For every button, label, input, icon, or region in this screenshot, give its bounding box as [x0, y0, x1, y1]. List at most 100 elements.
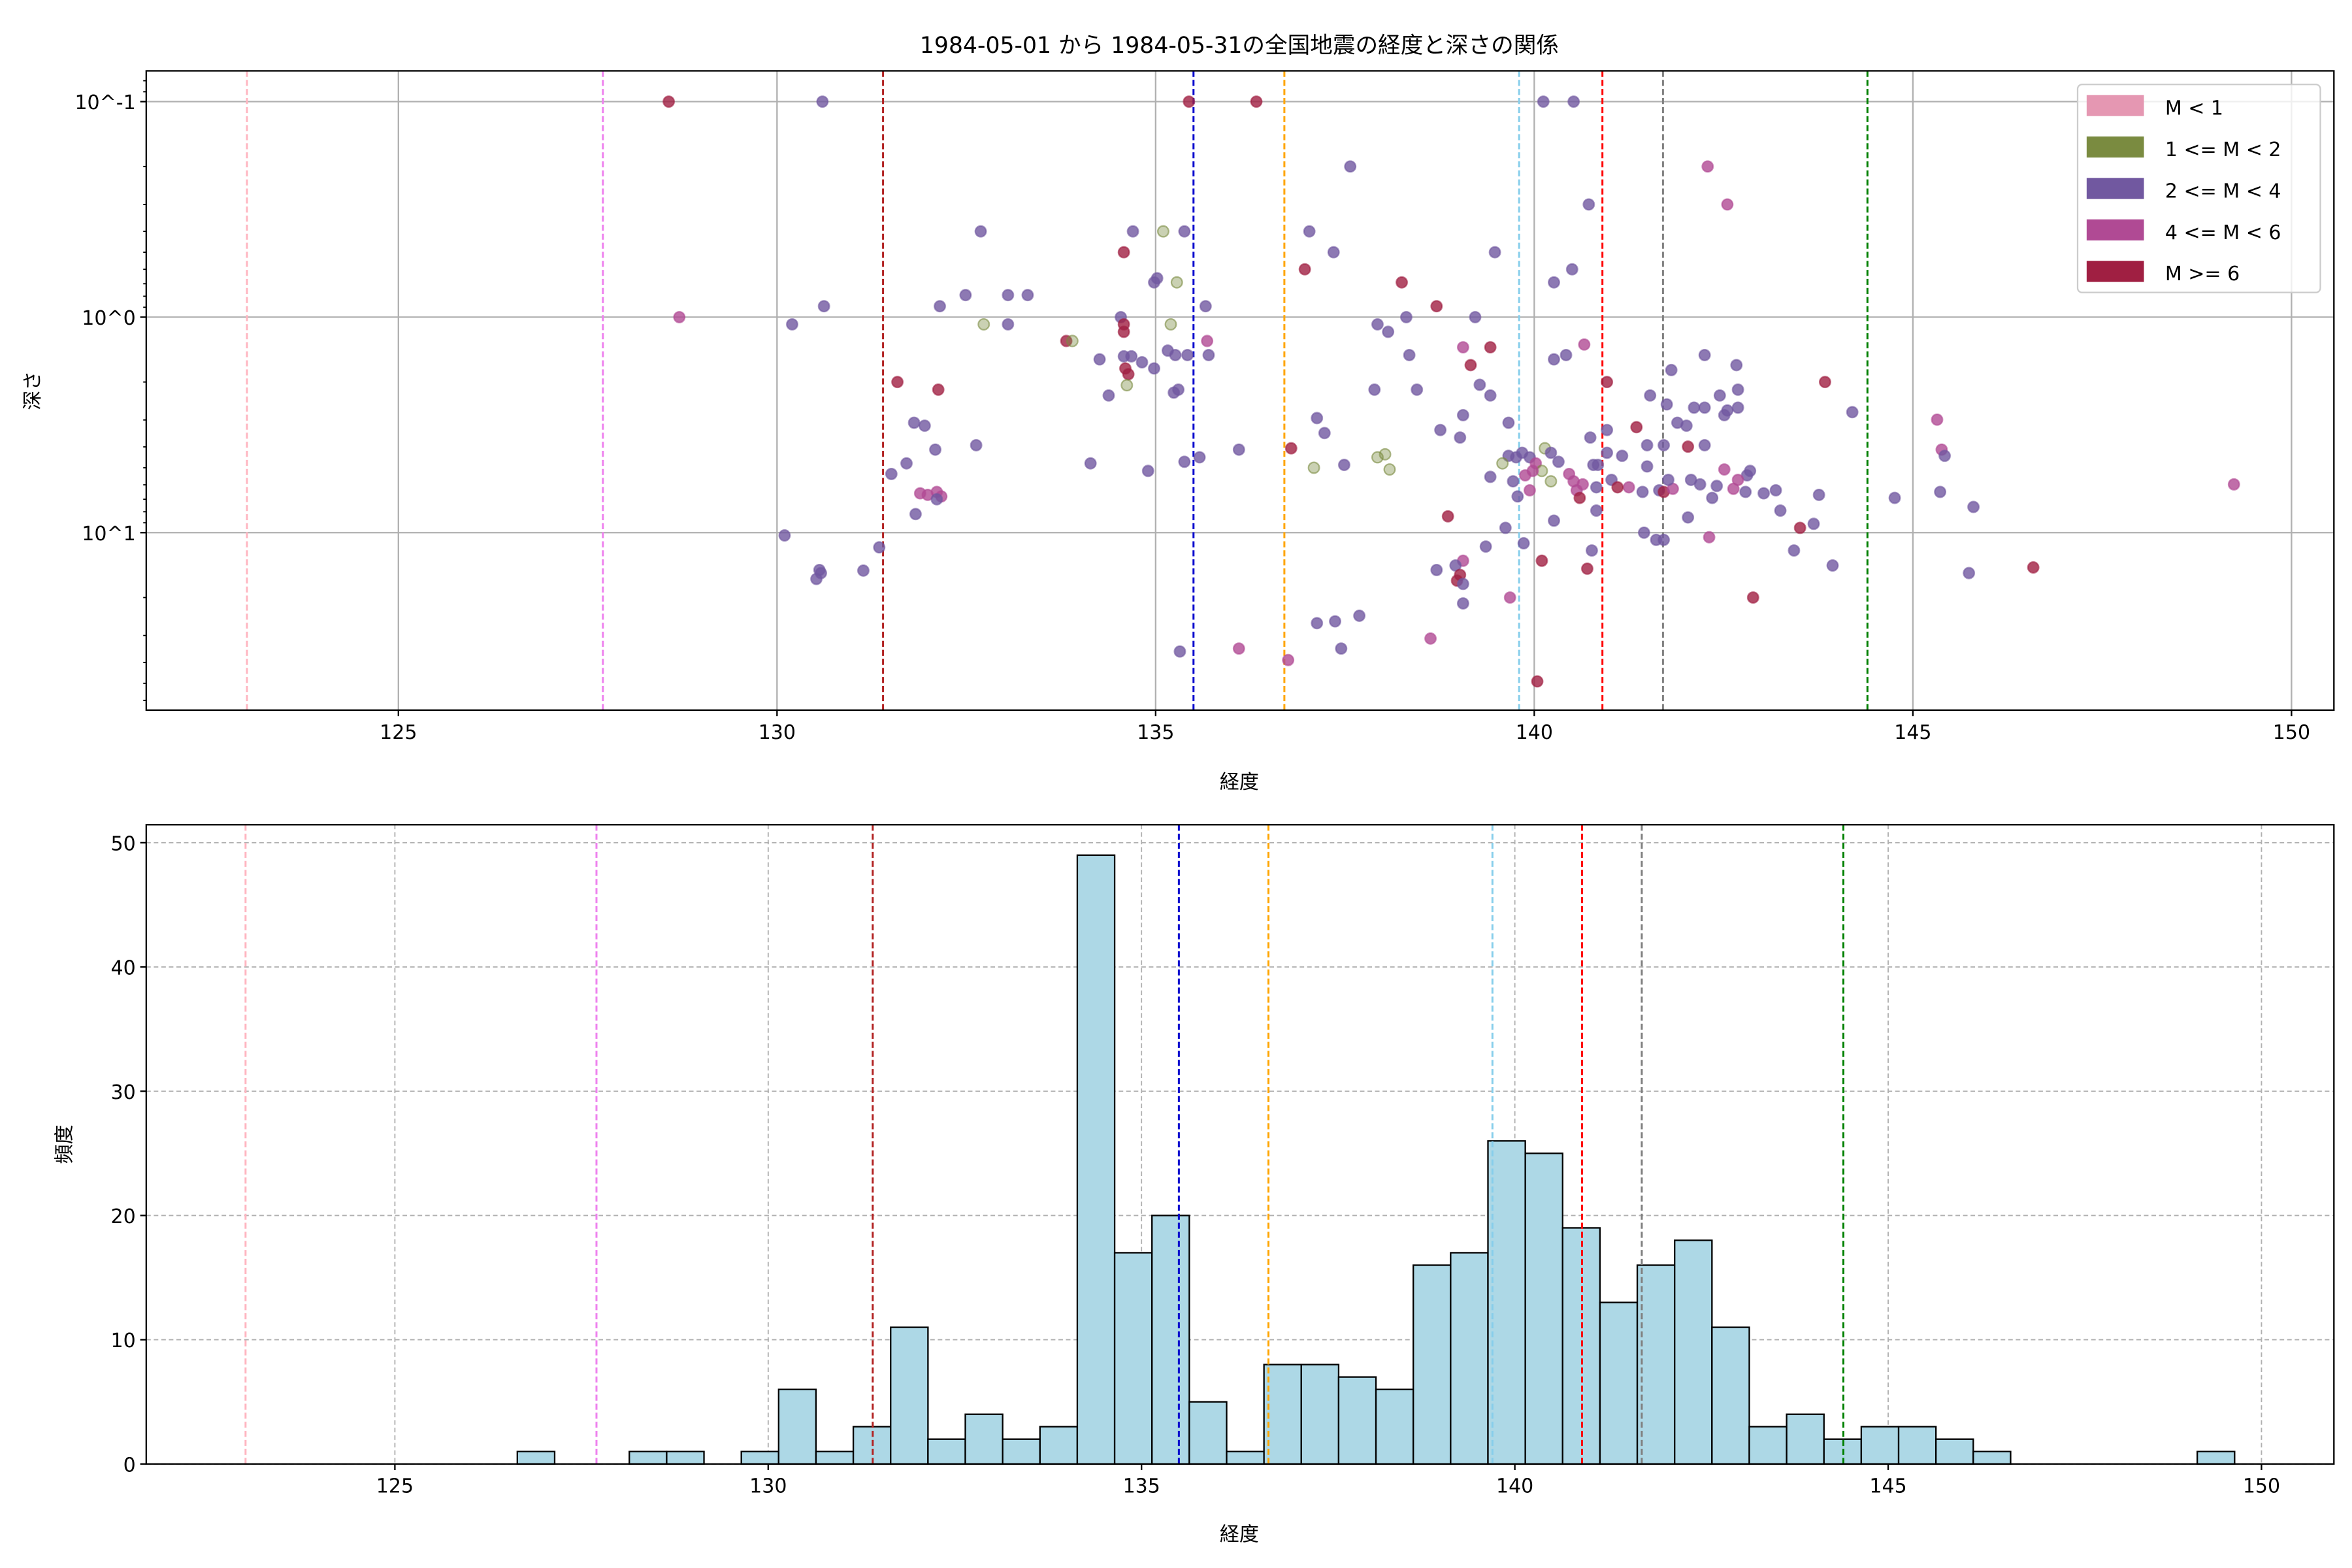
histogram-bar — [516, 1450, 556, 1465]
scatter-point — [1021, 289, 1034, 302]
scatter-point — [1718, 463, 1731, 476]
histogram-bar — [1636, 1264, 1676, 1465]
scatter-point — [1660, 398, 1673, 411]
scatter-point — [1688, 401, 1701, 414]
scatter-point — [1518, 469, 1531, 482]
scatter-point — [1298, 263, 1311, 276]
scatter-point — [1744, 465, 1757, 478]
scatter-point — [1731, 474, 1744, 486]
histogram-bar — [1599, 1301, 1639, 1465]
x-tick-label: 145 — [1894, 721, 1931, 744]
histogram-bar — [1711, 1326, 1750, 1465]
scatter-point — [1156, 225, 1169, 238]
x-tick-label: 125 — [376, 1475, 414, 1498]
scatter-point — [857, 564, 870, 577]
scatter-point — [1938, 449, 1952, 463]
legend-label: 2 <= M < 4 — [2165, 180, 2281, 203]
scatter-point — [1658, 439, 1671, 451]
scatter-point — [1548, 276, 1560, 289]
scatter-point — [1496, 457, 1509, 470]
scatter-point — [1888, 491, 1901, 504]
scatter-point — [1199, 300, 1212, 313]
scatter-point — [1164, 318, 1177, 331]
histogram-bar — [1375, 1388, 1414, 1465]
scatter-point — [1183, 95, 1196, 108]
scatter-point — [1636, 485, 1649, 498]
scatter-point — [900, 457, 913, 470]
scatter-point — [932, 383, 945, 396]
scatter-point — [1665, 363, 1678, 376]
scatter-point — [1548, 353, 1560, 366]
y-tick-label: 0 — [123, 1454, 136, 1477]
scatter-point — [1585, 544, 1598, 557]
scatter-point — [662, 95, 676, 108]
scatter-point — [786, 318, 798, 331]
histogram-bar — [1413, 1264, 1452, 1465]
scatter-point — [959, 289, 972, 302]
scatter-point — [1637, 526, 1650, 539]
legend-swatch — [2086, 95, 2144, 116]
scatter-point — [929, 443, 942, 456]
scatter-point — [1181, 349, 1194, 361]
scatter-point — [1535, 554, 1548, 567]
scatter-point — [1379, 448, 1392, 461]
histogram-bar — [1487, 1140, 1526, 1465]
histogram-bar — [815, 1450, 855, 1465]
scatter-point — [1002, 318, 1015, 331]
scatter-point — [873, 541, 886, 554]
legend-swatch — [2086, 219, 2144, 241]
scatter-point — [1335, 642, 1348, 655]
scatter-point — [1250, 95, 1263, 108]
scatter-point — [1284, 442, 1298, 455]
scatter-point — [1382, 325, 1395, 338]
scatter-point — [1739, 485, 1752, 498]
scatter-point — [1173, 645, 1186, 658]
scatter-point — [1584, 431, 1597, 444]
histogram-xlabel: 経度 — [1220, 1523, 1259, 1546]
scatter-point — [1353, 610, 1366, 622]
y-tick-label: 10^-1 — [74, 91, 135, 114]
scatter-point — [934, 300, 946, 313]
scatter-point — [1601, 446, 1614, 459]
x-tick-label: 140 — [1516, 721, 1553, 744]
scatter-point — [1102, 389, 1115, 402]
scatter-point — [1002, 289, 1015, 302]
histogram-ylabel: 頻度 — [53, 1125, 76, 1164]
histogram-bar — [1674, 1239, 1713, 1465]
scatter-point — [778, 529, 791, 542]
histogram-bar — [1188, 1401, 1228, 1465]
scatter-point — [1311, 617, 1324, 630]
scatter-point — [1531, 675, 1544, 688]
scatter-point — [1411, 383, 1424, 396]
scatter-point — [885, 467, 898, 480]
histogram-bar — [927, 1438, 966, 1465]
legend-swatch — [2086, 261, 2144, 282]
histogram-bar — [777, 1388, 817, 1465]
scatter-point — [1812, 489, 1825, 501]
scatter-point — [1329, 615, 1341, 628]
scatter-point — [1441, 510, 1454, 523]
x-tick-label: 150 — [2243, 1475, 2280, 1498]
scatter-point — [1693, 478, 1707, 491]
scatter-point — [2027, 561, 2040, 574]
scatter-point — [1311, 412, 1324, 425]
scatter-point — [1148, 362, 1160, 375]
scatter-point — [1590, 504, 1603, 517]
scatter-point — [1456, 597, 1469, 610]
scatter-point — [909, 508, 922, 521]
scatter-point — [1469, 310, 1482, 323]
scatter-point — [1488, 246, 1501, 259]
scatter-point — [1201, 335, 1214, 348]
axes-frame — [145, 70, 2335, 711]
scatter-point — [1934, 485, 1947, 498]
scatter-point — [1616, 449, 1629, 463]
scatter-point — [817, 300, 830, 313]
scatter-point — [1117, 246, 1130, 259]
scatter-point — [1383, 463, 1396, 476]
scatter-point — [1464, 359, 1477, 372]
scatter-point — [816, 95, 829, 108]
scatter-point — [1601, 423, 1614, 436]
scatter-point — [1084, 457, 1097, 470]
scatter-point — [1202, 349, 1215, 361]
scatter-xlabel: 経度 — [1220, 771, 1259, 794]
